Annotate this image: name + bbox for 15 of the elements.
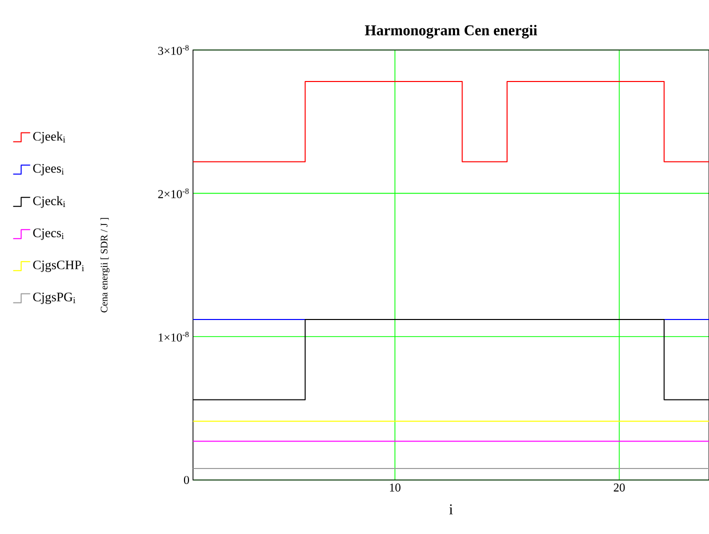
legend-label: Cjecs$_{i}$ <box>33 228 64 240</box>
y-tick-label: 1×10$^{-8}$ <box>158 332 189 342</box>
y-tick-label: 3×10$^{-8}$ <box>158 45 189 55</box>
chart-title: Harmonogram Cen energii <box>364 24 538 38</box>
legend-label: Cjees$_{i}$ <box>33 164 64 176</box>
x-tick-label: 20 <box>614 484 625 492</box>
legend-label: CjgsPG$_{i}$ <box>33 292 76 304</box>
x-tick-label: 10 <box>390 484 400 492</box>
legend-label: Cjeck$_{i}$ <box>33 196 66 208</box>
y-tick-label: 0 <box>184 476 190 484</box>
x-axis-title: i <box>449 504 453 514</box>
y-tick-label: 2×10$^{-8}$ <box>158 188 189 198</box>
y-axis-title: Cena energii [ SDR / J ] <box>100 218 110 312</box>
legend-label: Cjeek$_{i}$ <box>33 132 66 144</box>
legend-label: CjgsCHP$_{i}$ <box>33 260 84 272</box>
